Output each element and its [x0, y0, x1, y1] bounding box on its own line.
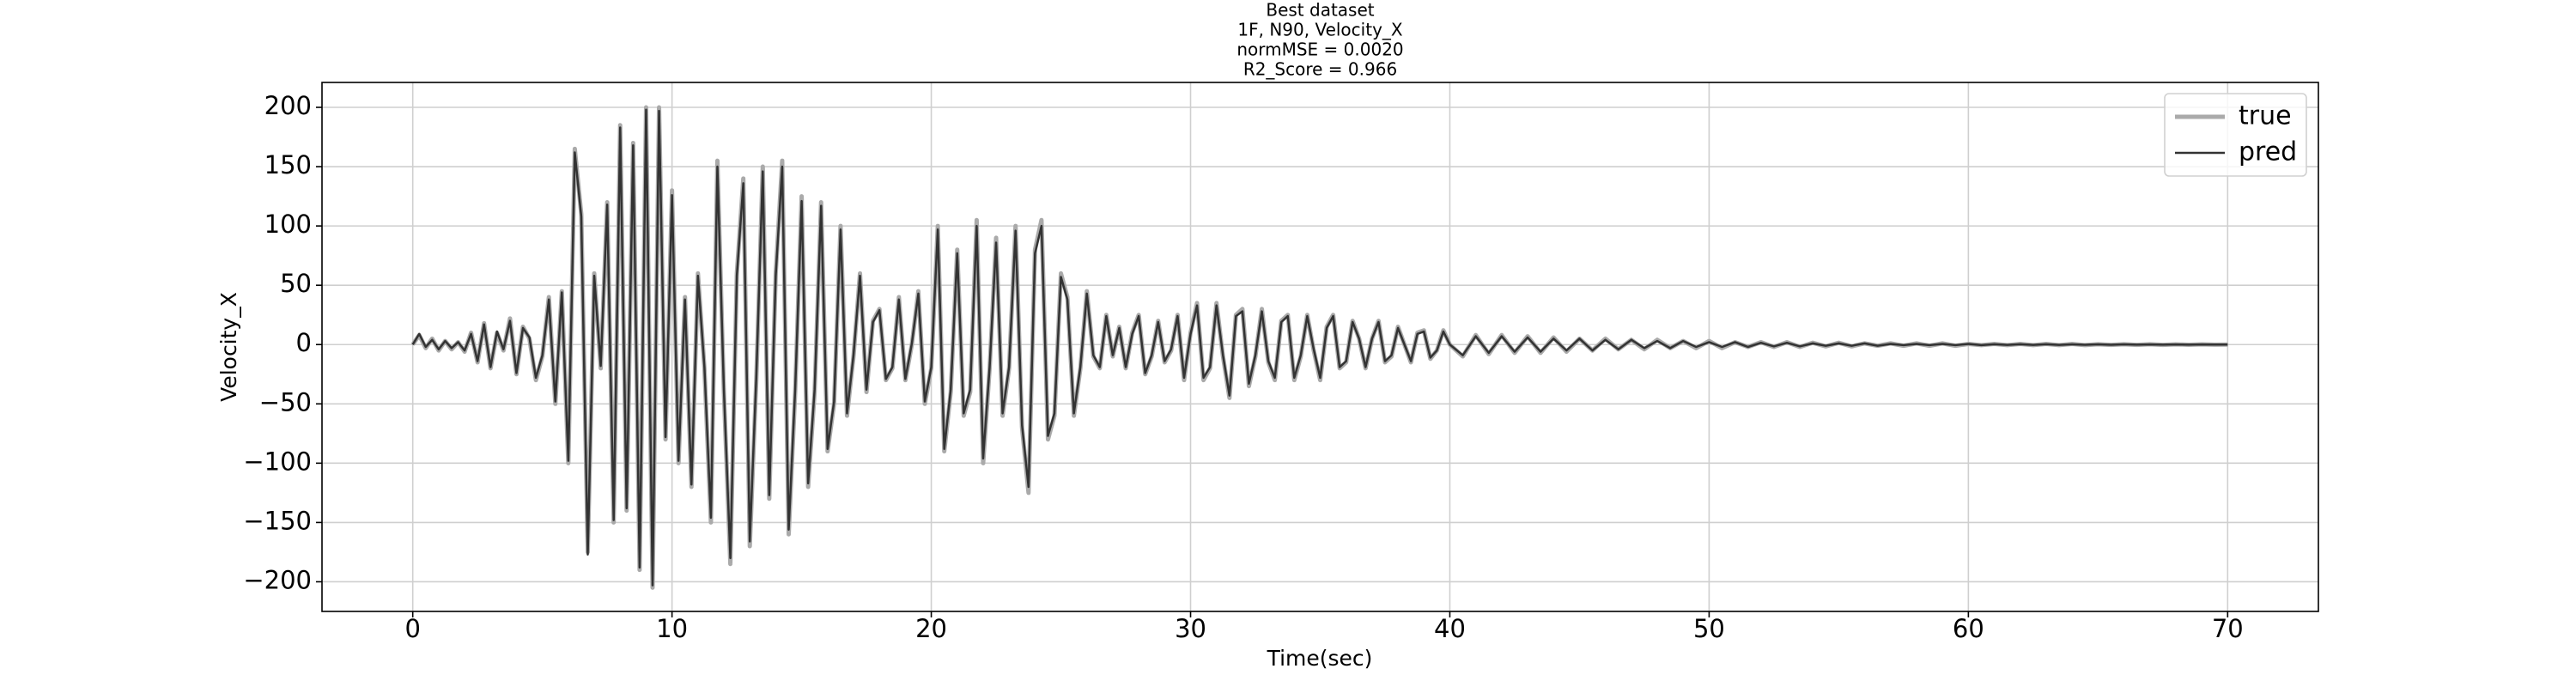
y-tick-label: 150 — [264, 150, 312, 179]
chart-title: 1F, N90, Velocity_X — [1237, 20, 1403, 40]
y-tick-label: −200 — [243, 565, 312, 594]
y-tick-label: 200 — [264, 91, 312, 120]
x-tick-label: 0 — [404, 614, 420, 643]
legend-box — [2164, 93, 2307, 177]
y-tick-label: 50 — [280, 269, 312, 298]
x-tick-label: 30 — [1175, 614, 1206, 643]
legend-label: true — [2239, 101, 2292, 131]
y-tick-label: 0 — [296, 328, 312, 357]
chart-title: R2_Score = 0.966 — [1243, 59, 1397, 80]
x-tick-label: 70 — [2212, 614, 2244, 643]
x-axis-label: Time(sec) — [1267, 646, 1373, 671]
x-tick-label: 10 — [656, 614, 688, 643]
x-tick-label: 20 — [915, 614, 947, 643]
x-tick-label: 50 — [1693, 614, 1725, 643]
series-line — [410, 105, 2228, 590]
series-line — [411, 108, 2228, 587]
y-tick-label: 100 — [264, 210, 312, 239]
y-tick-label: −100 — [243, 447, 312, 476]
chart-title: Best dataset — [1266, 0, 1374, 21]
x-tick-label: 40 — [1434, 614, 1466, 643]
legend-label: pred — [2239, 137, 2297, 167]
y-axis-label: Velocity_X — [216, 292, 241, 402]
y-tick-label: −50 — [259, 387, 312, 416]
x-tick-label: 60 — [1953, 614, 1984, 643]
axes-frame — [321, 82, 2319, 612]
chart-title: normMSE = 0.0020 — [1236, 40, 1403, 60]
y-tick-label: −150 — [243, 506, 312, 535]
